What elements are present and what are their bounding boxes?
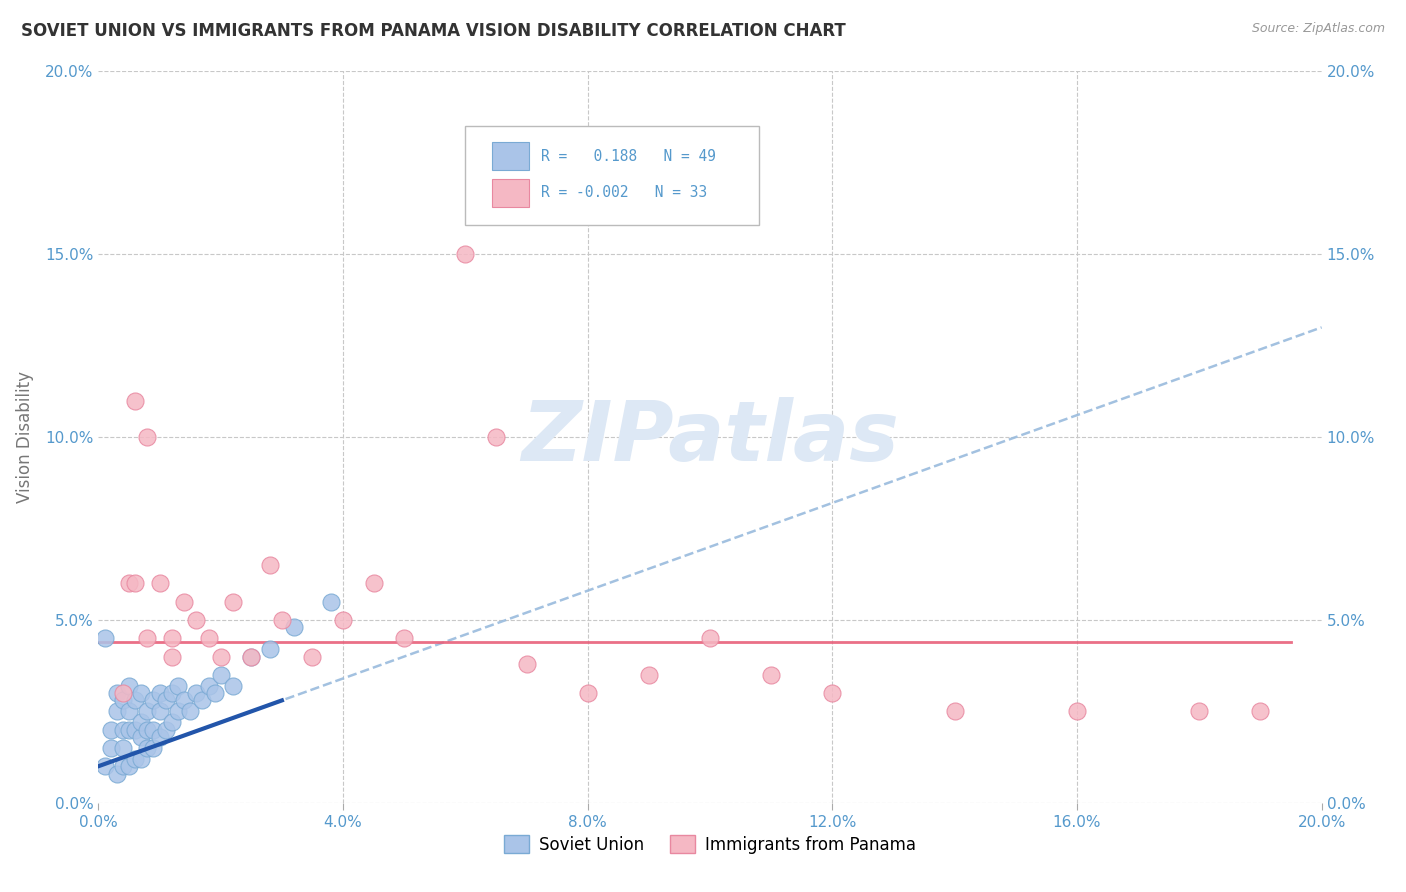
Point xyxy=(179,705,201,719)
Point xyxy=(105,766,128,780)
Point xyxy=(136,740,159,755)
Point xyxy=(283,620,305,634)
Point xyxy=(319,594,342,608)
Point xyxy=(93,632,115,646)
Point xyxy=(197,679,219,693)
Point xyxy=(118,576,141,591)
Point xyxy=(93,759,115,773)
Point xyxy=(136,723,159,737)
Bar xyxy=(492,143,529,170)
Point xyxy=(118,759,141,773)
Point xyxy=(222,679,245,693)
Point xyxy=(240,649,263,664)
Point xyxy=(270,613,292,627)
Point xyxy=(129,715,152,730)
Bar xyxy=(492,179,529,207)
Point xyxy=(485,430,508,444)
Point xyxy=(197,632,219,646)
Point xyxy=(160,715,183,730)
Point xyxy=(129,686,152,700)
Point xyxy=(173,693,195,707)
Point xyxy=(943,705,966,719)
Text: ZIPatlas: ZIPatlas xyxy=(522,397,898,477)
Point xyxy=(759,667,782,681)
Point xyxy=(149,576,172,591)
Point xyxy=(699,632,721,646)
Point xyxy=(821,686,844,700)
Point xyxy=(111,693,134,707)
Point xyxy=(209,649,232,664)
Point xyxy=(142,740,165,755)
Point xyxy=(118,679,141,693)
Point xyxy=(124,576,146,591)
Point xyxy=(149,705,172,719)
Point xyxy=(155,723,177,737)
Point xyxy=(111,686,134,700)
Point xyxy=(186,613,208,627)
Point xyxy=(111,740,134,755)
Point xyxy=(124,752,146,766)
Text: Source: ZipAtlas.com: Source: ZipAtlas.com xyxy=(1251,22,1385,36)
Point xyxy=(129,752,152,766)
Point xyxy=(100,723,122,737)
Point xyxy=(301,649,323,664)
Point xyxy=(149,730,172,744)
Point xyxy=(100,740,122,755)
Point xyxy=(1188,705,1211,719)
Point xyxy=(1066,705,1088,719)
Point xyxy=(160,649,183,664)
Point xyxy=(167,679,190,693)
Point xyxy=(392,632,416,646)
Point xyxy=(118,723,141,737)
Point xyxy=(576,686,599,700)
Point xyxy=(155,693,177,707)
Point xyxy=(124,693,146,707)
Point xyxy=(173,594,195,608)
Point xyxy=(111,723,134,737)
Point xyxy=(454,247,477,261)
Point xyxy=(222,594,245,608)
Point xyxy=(191,693,214,707)
Point xyxy=(142,723,165,737)
Point xyxy=(516,657,538,671)
Point xyxy=(136,430,159,444)
Point xyxy=(209,667,232,681)
Point xyxy=(259,642,281,657)
Point xyxy=(637,667,661,681)
Legend: Soviet Union, Immigrants from Panama: Soviet Union, Immigrants from Panama xyxy=(498,829,922,860)
Point xyxy=(167,705,190,719)
Point xyxy=(124,723,146,737)
Point xyxy=(240,649,263,664)
Point xyxy=(363,576,385,591)
Point xyxy=(259,558,281,573)
Y-axis label: Vision Disability: Vision Disability xyxy=(15,371,34,503)
Point xyxy=(124,393,146,408)
Point xyxy=(160,686,183,700)
Point xyxy=(1249,705,1271,719)
Point xyxy=(105,705,128,719)
FancyBboxPatch shape xyxy=(465,126,759,225)
Point xyxy=(186,686,208,700)
Point xyxy=(332,613,354,627)
Point xyxy=(118,705,141,719)
Point xyxy=(149,686,172,700)
Text: SOVIET UNION VS IMMIGRANTS FROM PANAMA VISION DISABILITY CORRELATION CHART: SOVIET UNION VS IMMIGRANTS FROM PANAMA V… xyxy=(21,22,846,40)
Point xyxy=(142,693,165,707)
Point xyxy=(136,632,159,646)
Point xyxy=(105,686,128,700)
Point xyxy=(129,730,152,744)
Point xyxy=(160,632,183,646)
Point xyxy=(136,705,159,719)
Point xyxy=(111,759,134,773)
Text: R =   0.188   N = 49: R = 0.188 N = 49 xyxy=(541,149,716,164)
Text: R = -0.002   N = 33: R = -0.002 N = 33 xyxy=(541,186,707,201)
Point xyxy=(204,686,226,700)
